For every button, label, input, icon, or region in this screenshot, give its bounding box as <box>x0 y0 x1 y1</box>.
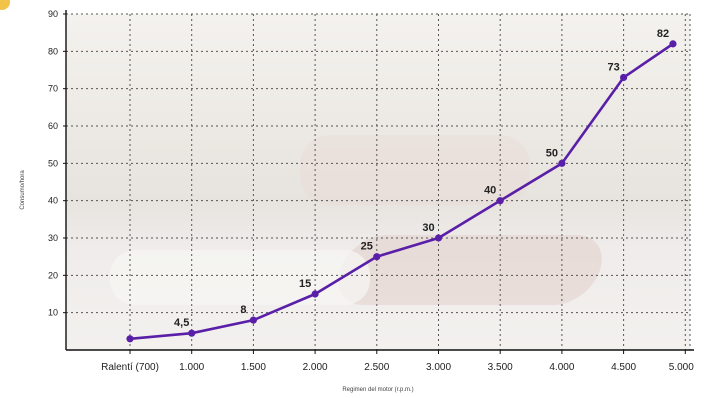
x-axis-label: Regimen del motor (r.p.m.) <box>342 387 413 393</box>
x-tick-label: 2.000 <box>303 362 328 373</box>
data-point <box>373 253 381 261</box>
y-tick-label: 60 <box>48 121 58 131</box>
y-tick-label: 40 <box>48 196 58 206</box>
x-tick-label: 5.000 <box>669 362 694 373</box>
data-label: 50 <box>546 147 558 159</box>
data-label: 8 <box>240 304 246 316</box>
background-shape <box>110 250 370 305</box>
data-label: 82 <box>657 28 669 40</box>
data-point <box>620 73 628 82</box>
data-point <box>558 159 566 167</box>
data-label: 4,5 <box>174 317 189 329</box>
x-tick-label: 3.000 <box>426 362 451 373</box>
data-point <box>126 335 134 343</box>
data-point <box>496 197 504 205</box>
data-label: 15 <box>299 278 311 290</box>
x-tick-label: 2.500 <box>364 362 389 373</box>
data-label: 25 <box>361 241 373 253</box>
data-label: 40 <box>484 185 496 197</box>
data-label: 73 <box>607 61 619 73</box>
y-tick-label: 70 <box>48 84 58 94</box>
data-point <box>311 290 319 298</box>
y-tick-label: 10 <box>48 308 58 318</box>
x-tick-label: 1.000 <box>179 362 204 373</box>
x-tick-label: 1.500 <box>241 362 266 373</box>
y-tick-label: 90 <box>48 9 58 19</box>
data-point <box>249 316 257 324</box>
data-point <box>434 234 443 242</box>
x-tick-label: 4.500 <box>611 362 636 373</box>
y-tick-label: 20 <box>48 270 58 280</box>
series-line <box>129 42 674 341</box>
corner-marker <box>0 0 10 10</box>
y-tick-label: 30 <box>48 233 58 243</box>
x-tick-label: Ralentí (700) <box>101 362 159 373</box>
y-axis-label: Consumo/hora <box>20 170 26 210</box>
y-tick-label: 50 <box>48 158 58 168</box>
data-point <box>669 40 677 48</box>
data-point <box>188 329 196 337</box>
data-label: 30 <box>422 222 434 234</box>
y-tick-label: 80 <box>48 46 58 56</box>
x-tick-label: 4.000 <box>549 362 574 373</box>
background-shape <box>300 135 530 205</box>
x-tick-label: 3.500 <box>488 362 513 373</box>
